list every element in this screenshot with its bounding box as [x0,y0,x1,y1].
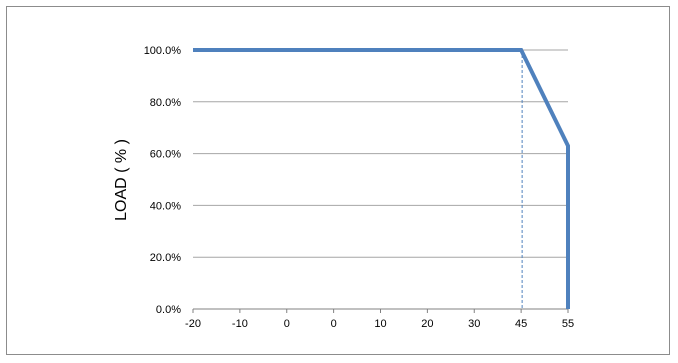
x-tick-label: 30 [468,318,480,330]
x-tick-label: -20 [185,318,201,330]
x-tick-labels: -20 -10 0 0 10 20 30 45 55 [185,318,574,330]
gridlines [192,49,569,313]
y-tick-label: 100.0% [144,45,182,57]
y-tick-label: 20.0% [150,252,181,264]
series-layer [193,48,570,309]
y-tick-labels: 0.0% 20.0% 40.0% 60.0% 80.0% 100.0% [144,45,182,316]
chart-frame [6,6,670,355]
y-tick-label: 80.0% [150,97,181,109]
y-axis-title: LOAD ( % ) [113,139,130,221]
y-tick-label: 0.0% [156,304,181,316]
y-tick-label: 40.0% [150,200,181,212]
y-tick-label: 60.0% [150,149,181,161]
x-tick-label: 0 [284,318,290,330]
x-tick-label: 0 [331,318,337,330]
x-tick-label: 45 [515,318,527,330]
x-tick-label: 55 [562,318,574,330]
x-tick-label: 20 [421,318,433,330]
x-tick-label: 10 [374,318,386,330]
load-series-line [193,48,570,309]
x-tick-label: -10 [232,318,248,330]
